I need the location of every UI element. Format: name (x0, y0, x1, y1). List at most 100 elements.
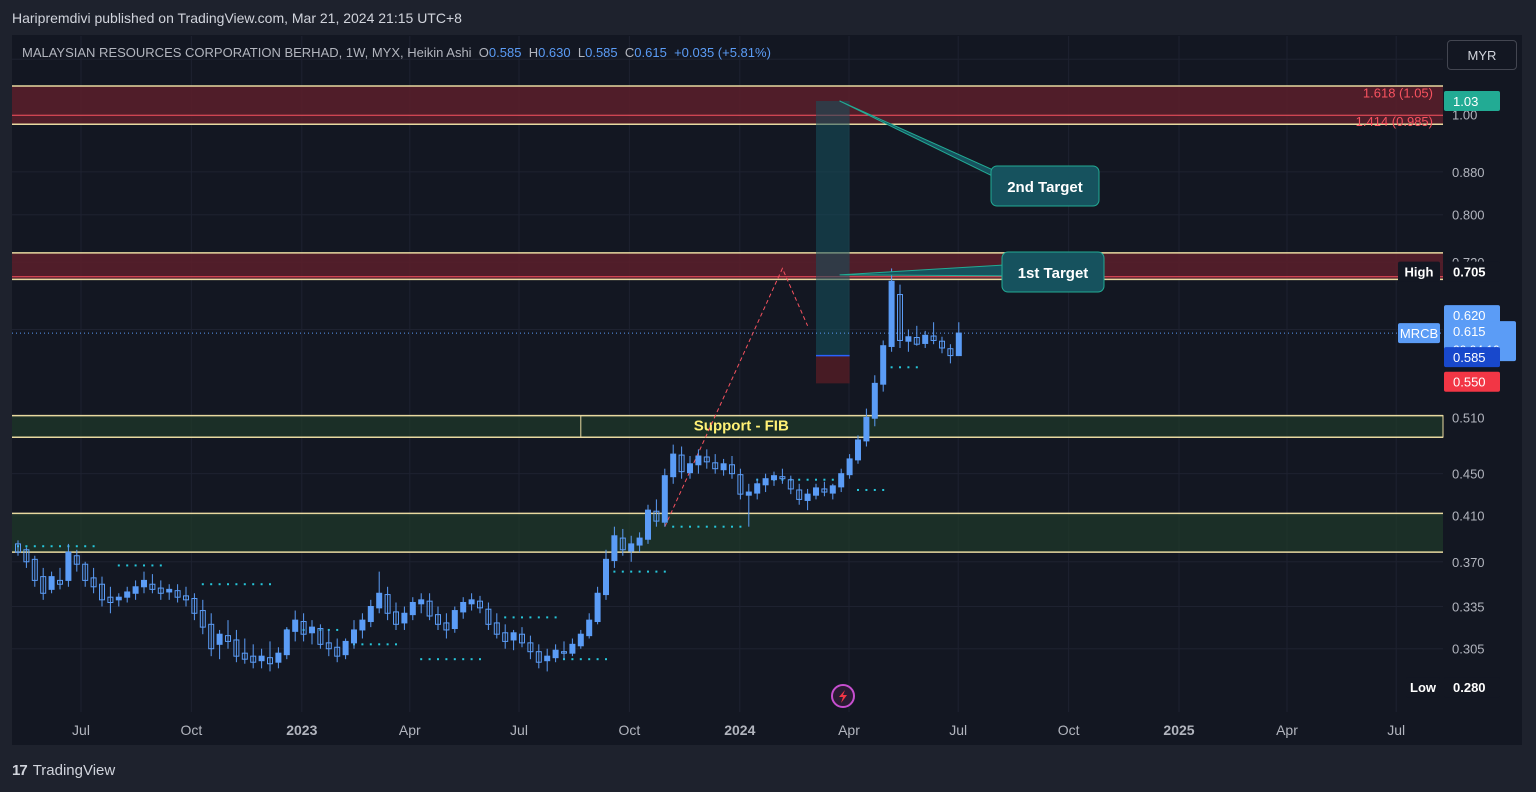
candle-body (846, 458, 853, 476)
candle-body (90, 577, 97, 588)
candle-body (510, 632, 517, 641)
candle-body (628, 543, 635, 552)
candle-body (48, 576, 55, 590)
x-tick-label: Apr (399, 722, 421, 738)
candle-body (661, 475, 668, 523)
candle-body (283, 629, 290, 656)
brand-name: TradingView (32, 762, 116, 779)
supertrend-dot (680, 525, 683, 528)
zone-resistance_upper (12, 85, 1443, 125)
candle-body (947, 348, 954, 357)
supertrend-dot (899, 366, 901, 369)
x-tick-label: Oct (181, 722, 203, 738)
close-value: 0.615 (634, 45, 667, 60)
supertrend-dot (420, 658, 423, 661)
candle-body (779, 476, 786, 480)
candle-body (636, 537, 643, 546)
supertrend-dot (361, 643, 364, 646)
high-key: H (528, 45, 539, 60)
candle-body (527, 642, 534, 653)
supertrend-dot (42, 545, 45, 548)
price-badge-value: 0.585 (1453, 350, 1486, 365)
support-fib-label: Support - FIB (694, 418, 789, 435)
publisher-line: Haripremdivi published on TradingView.co… (12, 10, 462, 26)
low-value: 0.585 (585, 45, 618, 60)
candle-body (561, 651, 567, 654)
price-badge-tag-label: MRCB (1400, 326, 1438, 341)
candle-body (367, 606, 374, 623)
symbol-legend[interactable]: MALAYSIAN RESOURCES CORPORATION BERHAD, … (22, 45, 771, 60)
candle-body (603, 558, 609, 596)
candle-body (829, 485, 836, 494)
candle-body (611, 535, 618, 562)
y-tick-label: 0.880 (1452, 165, 1485, 180)
supertrend-dot (134, 564, 137, 567)
supertrend-dot (462, 658, 465, 661)
candle-body (703, 456, 710, 463)
x-tick-label: Apr (838, 722, 860, 738)
candle-body (745, 491, 752, 496)
price-badge-tag (1406, 677, 1440, 698)
price-badge-value: 1.03 (1453, 94, 1478, 109)
pattern-dashed-line (664, 267, 809, 527)
supertrend-dot (521, 616, 523, 619)
price-badge (1444, 371, 1500, 392)
supertrend-dot (672, 525, 675, 528)
candle-body (99, 583, 105, 601)
supertrend-dot (395, 643, 397, 646)
supertrend-dot (512, 616, 515, 619)
candle-body (804, 493, 811, 501)
supertrend-dot (537, 616, 540, 619)
supertrend-dot (705, 525, 708, 528)
supertrend-dot (655, 570, 658, 573)
candle-body (334, 646, 341, 657)
lightning-bolt-icon (839, 690, 847, 703)
fib-level-label: 1.414 (0.985) (1356, 114, 1433, 129)
supertrend-dot (260, 583, 263, 586)
supertrend-dot (25, 545, 28, 548)
fib-level-label: 1.618 (1.05) (1363, 85, 1433, 100)
supertrend-dot (75, 545, 78, 548)
candle-body (653, 510, 660, 522)
candle-body (73, 555, 80, 565)
candle-body (821, 488, 828, 493)
supertrend-dot (428, 658, 431, 661)
candle-body (939, 340, 945, 349)
low-key: L (577, 45, 586, 60)
candle-body (300, 621, 307, 635)
supertrend-dot (243, 583, 246, 586)
supertrend-dot (798, 478, 801, 481)
supertrend-dot (596, 658, 599, 661)
y-tick-label: 0.335 (1452, 600, 1485, 615)
supertrend-dot (857, 488, 859, 491)
zone-resistance_lower (12, 252, 1443, 280)
candle-body (132, 586, 139, 594)
supertrend-dot (890, 366, 893, 369)
price-badge-tag (1398, 261, 1440, 282)
candle-body (863, 416, 870, 442)
candle-body (174, 590, 181, 598)
candle-body (493, 622, 500, 635)
y-tick-label: 0.510 (1452, 410, 1485, 425)
candle-body (166, 588, 173, 593)
x-tick-label: Jul (1387, 722, 1405, 738)
candle-body (183, 595, 189, 601)
supertrend-dot (815, 478, 817, 481)
supertrend-dot (579, 658, 582, 661)
supertrend-dot (151, 564, 154, 567)
price-badge-value: 0.705 (1453, 265, 1486, 280)
supertrend-dot (621, 570, 624, 573)
candle-body (443, 622, 450, 631)
candle-body (754, 483, 761, 494)
footer-brand[interactable]: 17 TradingView (12, 762, 115, 779)
chart-pane[interactable] (12, 35, 1522, 745)
candle-body (267, 657, 273, 665)
candle-body (250, 655, 257, 663)
candle-body (670, 453, 677, 478)
currency-button[interactable]: MYR (1447, 40, 1517, 70)
candle-body (519, 633, 525, 644)
supertrend-dot (714, 525, 717, 528)
candle-body (737, 474, 744, 495)
supertrend-dot (554, 616, 557, 619)
